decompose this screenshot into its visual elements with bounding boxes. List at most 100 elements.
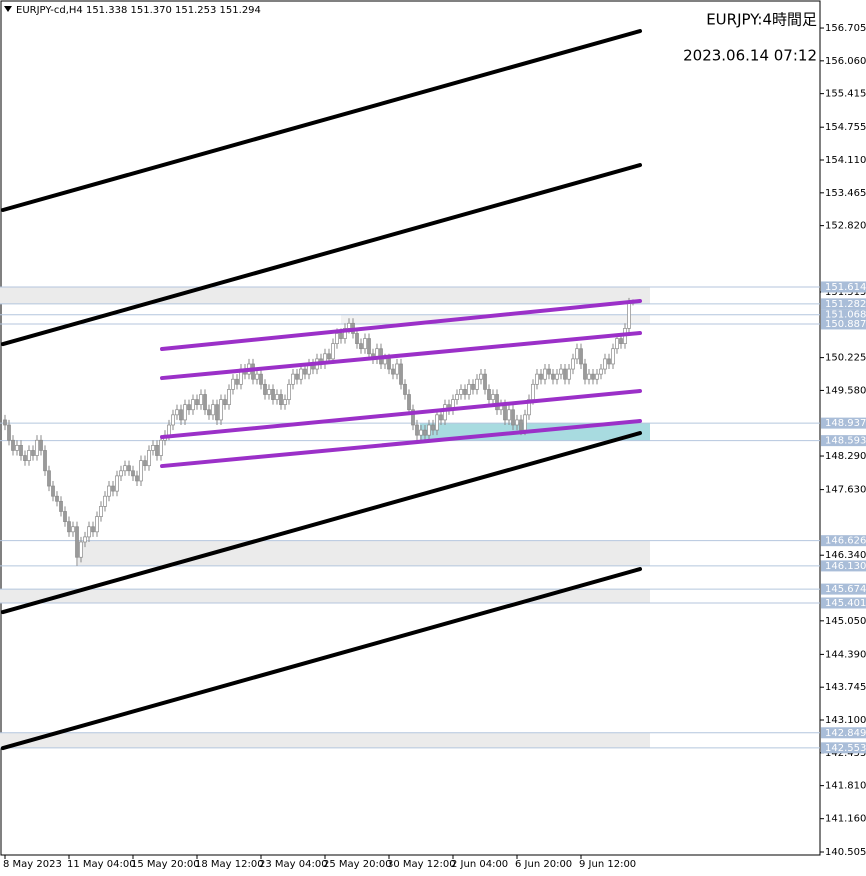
candle-body xyxy=(191,399,195,411)
candle-body xyxy=(415,424,419,436)
candle-body xyxy=(303,368,307,375)
price-label-box xyxy=(821,417,866,429)
candle-body xyxy=(159,439,163,456)
y-tick-label: 145.050 xyxy=(825,616,866,627)
y-tick-label: 154.110 xyxy=(825,155,866,166)
price-label-box xyxy=(821,535,866,547)
candle-body xyxy=(283,399,287,406)
candle-body xyxy=(275,394,279,400)
candle-body xyxy=(519,419,523,431)
candle-body xyxy=(495,394,499,411)
candle-body xyxy=(559,368,563,375)
price-label-box xyxy=(821,583,866,595)
candle-body xyxy=(59,500,63,512)
candle-body xyxy=(39,439,43,451)
price-label: 145.401 xyxy=(825,598,866,609)
candle-body xyxy=(395,363,399,375)
candle-body xyxy=(31,450,35,456)
candle-body xyxy=(119,470,123,477)
candle-body xyxy=(471,383,475,390)
candle-body xyxy=(435,414,439,431)
candle-body xyxy=(179,409,183,421)
candle-body xyxy=(555,373,559,380)
candle-body xyxy=(259,373,263,385)
candle-body xyxy=(227,389,231,406)
candle-body xyxy=(99,506,103,517)
candle-body xyxy=(327,353,331,360)
candle-body xyxy=(523,414,527,431)
candle-body xyxy=(367,338,371,355)
y-tick-label: 143.100 xyxy=(825,715,866,726)
trend-line xyxy=(1,431,642,615)
candle-body xyxy=(603,358,607,370)
collapse-icon[interactable] xyxy=(4,6,12,12)
x-tick-label: 23 May 04:00 xyxy=(259,859,328,870)
trend-line xyxy=(1,29,642,213)
candle-body xyxy=(87,526,91,538)
candle-body xyxy=(387,358,391,370)
x-tick-label: 6 Jun 20:00 xyxy=(515,859,572,870)
candle-body xyxy=(335,333,339,344)
candle-body xyxy=(515,419,519,426)
candle-body xyxy=(491,394,495,400)
candle-body xyxy=(11,439,15,451)
candle-body xyxy=(131,470,135,477)
y-tick-label: 140.505 xyxy=(825,847,866,858)
candle-body xyxy=(575,348,579,360)
candle-body xyxy=(155,445,159,456)
candle-body xyxy=(35,439,39,456)
price-label-box xyxy=(821,281,866,293)
candle-body xyxy=(431,424,435,431)
candle-body xyxy=(455,394,459,400)
candle-body xyxy=(127,465,131,472)
candle-body xyxy=(207,409,211,416)
chart-title: EURJPY:4時間足 xyxy=(706,11,817,29)
candle-body xyxy=(299,368,303,380)
y-tick-label: 148.290 xyxy=(825,451,866,462)
y-tick-label: 144.390 xyxy=(825,649,866,660)
candle-body xyxy=(539,373,543,380)
candle-body xyxy=(135,475,139,482)
y-tick-label: 150.225 xyxy=(825,353,866,364)
y-tick-label: 149.580 xyxy=(825,385,866,396)
candle-body xyxy=(475,378,479,390)
candle-body xyxy=(467,383,471,395)
candle-body xyxy=(215,404,219,421)
candle-body xyxy=(255,373,259,380)
candle-body xyxy=(479,373,483,380)
price-label: 150.887 xyxy=(825,319,866,330)
y-tick-label: 156.060 xyxy=(825,56,866,67)
candle-body xyxy=(15,445,19,451)
x-tick-label: 2 Jun 04:00 xyxy=(451,859,508,870)
candle-body xyxy=(199,394,203,406)
candle-body xyxy=(195,399,199,406)
price-label: 142.553 xyxy=(825,743,866,754)
candle-body xyxy=(211,404,215,416)
trend-line xyxy=(160,331,642,381)
plot-area xyxy=(0,0,821,856)
candle-body xyxy=(103,495,107,507)
y-tick-label: 154.755 xyxy=(825,122,866,133)
candle-body xyxy=(219,399,223,421)
candle-body xyxy=(279,394,283,406)
x-tick-label: 9 Jun 12:00 xyxy=(579,859,636,870)
price-label: 142.849 xyxy=(825,728,866,739)
zone xyxy=(78,540,650,566)
price-label-box xyxy=(821,560,866,572)
candle-body xyxy=(423,429,427,436)
x-tick-label: 25 May 20:00 xyxy=(323,859,392,870)
candle-body xyxy=(231,378,235,390)
y-tick-label: 141.160 xyxy=(825,814,866,825)
candle-body xyxy=(23,455,27,461)
candle-body xyxy=(55,495,59,502)
candle-body xyxy=(411,409,415,426)
y-tick-label: 146.340 xyxy=(825,550,866,561)
candle-body xyxy=(607,358,611,365)
candle-body xyxy=(531,383,535,400)
candle-body xyxy=(619,338,623,344)
candle-body xyxy=(391,368,395,375)
candle-body xyxy=(331,343,335,360)
price-label: 151.282 xyxy=(825,299,866,310)
